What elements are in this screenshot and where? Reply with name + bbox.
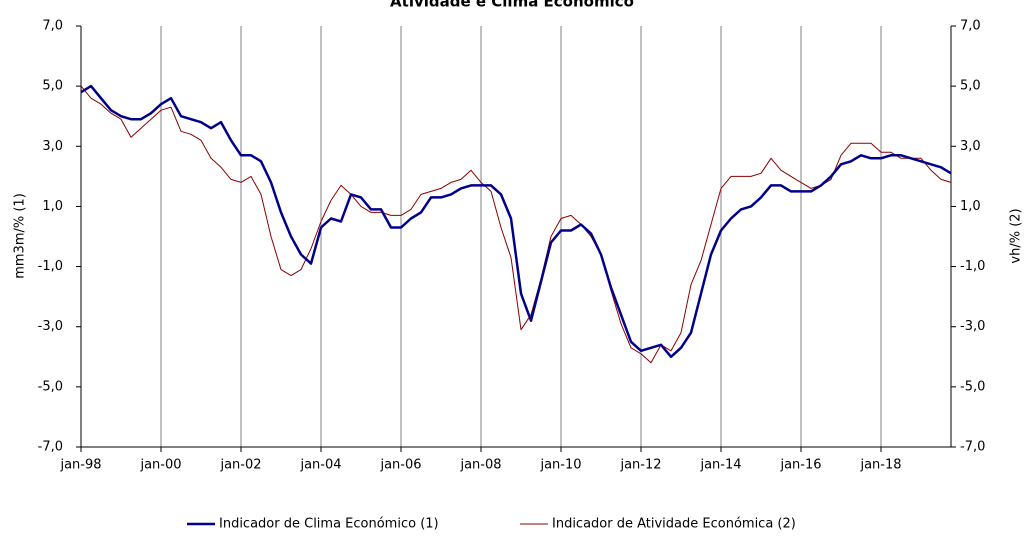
x-tick-label: jan-16 — [779, 458, 821, 473]
legend-label: Indicador de Clima Económico (1) — [219, 517, 439, 532]
y-tick-label: -5,0 — [38, 379, 63, 394]
x-tick-label: jan-04 — [299, 458, 341, 473]
x-tick-label: jan-02 — [219, 458, 261, 473]
x-tick-label: jan-14 — [699, 458, 741, 473]
y2-tick-label: -7,0 — [960, 440, 985, 455]
y-tick-label: 5,0 — [42, 79, 63, 94]
y2-tick-label: -5,0 — [960, 379, 985, 394]
y2-tick-label: -3,0 — [960, 319, 985, 334]
y-tick-label: -1,0 — [38, 259, 63, 274]
x-tick-label: jan-00 — [139, 458, 181, 473]
y-tick-label: 3,0 — [42, 139, 63, 154]
x-tick-label: jan-12 — [619, 458, 661, 473]
x-tick-label: jan-08 — [459, 458, 501, 473]
y2-tick-label: -1,0 — [960, 259, 985, 274]
y2-tick-label: 5,0 — [960, 79, 981, 94]
series-line — [80, 84, 952, 359]
x-tick-label: jan-06 — [379, 458, 421, 473]
y2-tick-label: 1,0 — [960, 199, 981, 214]
y-tick-label: -7,0 — [38, 440, 63, 455]
x-tick-label: jan-98 — [59, 458, 101, 473]
x-tick-label: jan-10 — [539, 458, 581, 473]
y2-tick-label: 7,0 — [960, 19, 981, 34]
y-tick-label: 7,0 — [42, 19, 63, 34]
x-tick-label: jan-18 — [859, 458, 901, 473]
y-tick-label: 1,0 — [42, 199, 63, 214]
y2-tick-label: 3,0 — [960, 139, 981, 154]
series-line — [80, 85, 952, 364]
y-axis-label: mm3m/% (1) — [13, 193, 28, 279]
legend-label: Indicador de Atividade Económica (2) — [552, 517, 796, 532]
y-tick-label: -3,0 — [38, 319, 63, 334]
y2-axis-label: vh/% (2) — [1009, 208, 1024, 263]
chart-title: Atividade e Clima Económico — [390, 0, 634, 11]
